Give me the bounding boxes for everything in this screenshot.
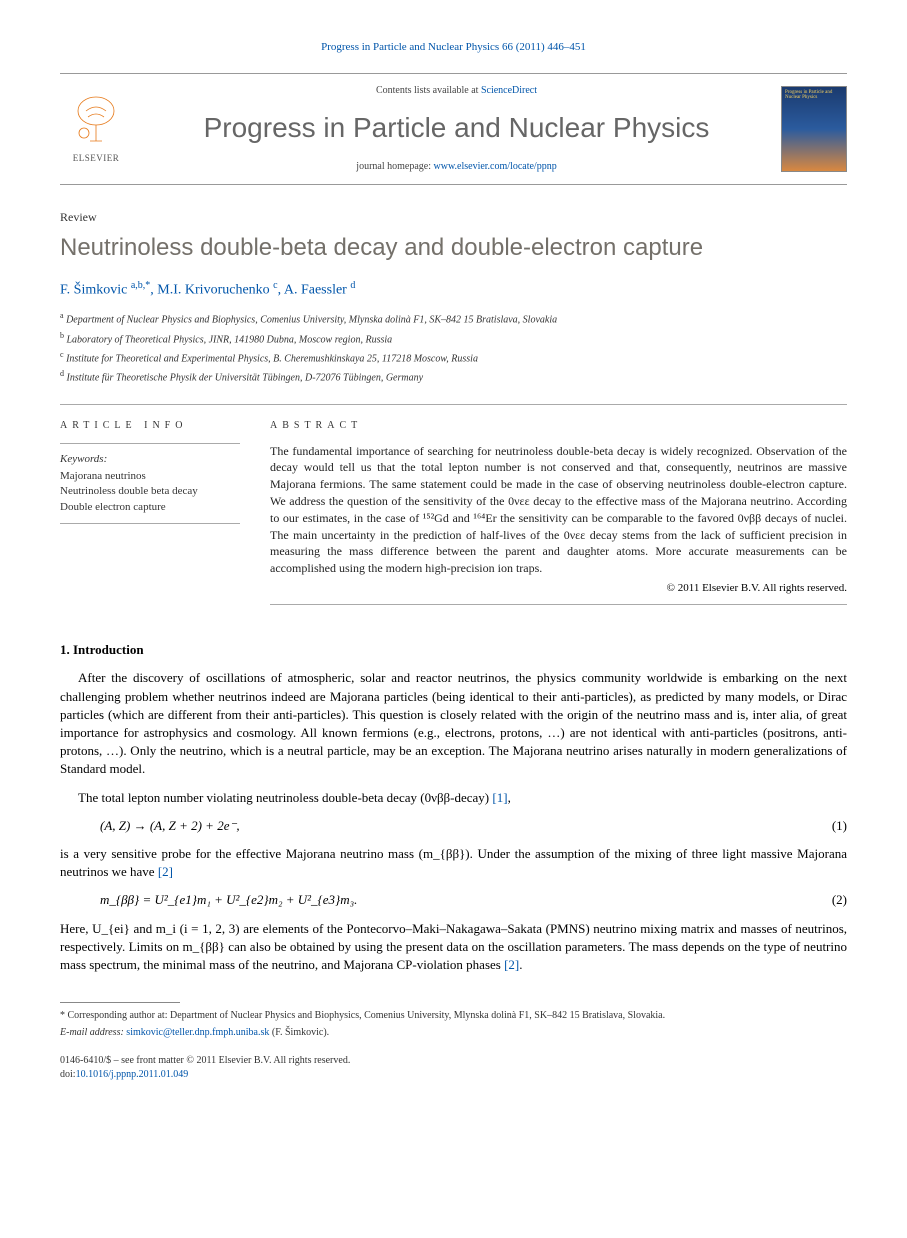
p3-pre: is a very sensitive probe for the effect…: [60, 846, 847, 879]
article-title: Neutrinoless double-beta decay and doubl…: [60, 231, 847, 265]
doi-link[interactable]: 10.1016/j.ppnp.2011.01.049: [76, 1069, 189, 1080]
keywords-label: Keywords:: [60, 452, 240, 467]
affiliation: c Institute for Theoretical and Experime…: [60, 349, 847, 366]
abstract-column: ABSTRACT The fundamental importance of s…: [270, 419, 847, 614]
homepage-prefix: journal homepage:: [356, 161, 433, 172]
article-info-column: ARTICLE INFO Keywords: Majorana neutrino…: [60, 419, 240, 614]
corresponding-author-footnote: * Corresponding author at: Department of…: [60, 1009, 847, 1023]
cover-title: Progress in Particle and Nuclear Physics: [785, 90, 843, 101]
equation-2: m_{ββ} = U²_{e1}m₁ + U²_{e2}m₂ + U²_{e3}…: [100, 891, 357, 909]
ref-2b[interactable]: [2]: [504, 957, 519, 972]
abstract-head: ABSTRACT: [270, 419, 847, 433]
doi-line: doi:10.1016/j.ppnp.2011.01.049: [60, 1068, 847, 1082]
equation-1-number: (1): [832, 817, 847, 835]
p2-pre: The total lepton number violating neutri…: [78, 790, 492, 805]
email-label: E-mail address:: [60, 1027, 126, 1038]
equation-2-number: (2): [832, 891, 847, 909]
intro-paragraph-2: The total lepton number violating neutri…: [60, 789, 847, 807]
authors: F. Šimkovic a,b,*, M.I. Krivoruchenko c,…: [60, 279, 847, 300]
ref-2a[interactable]: [2]: [158, 864, 173, 879]
affiliation: b Laboratory of Theoretical Physics, JIN…: [60, 330, 847, 347]
affiliation: a Department of Nuclear Physics and Biop…: [60, 310, 847, 327]
journal-cover-thumbnail: Progress in Particle and Nuclear Physics: [781, 86, 847, 172]
abstract-copyright: © 2011 Elsevier B.V. All rights reserved…: [270, 581, 847, 596]
keyword: Majorana neutrinos: [60, 469, 240, 484]
article-info-head: ARTICLE INFO: [60, 419, 240, 433]
keyword: Double electron capture: [60, 500, 240, 515]
journal-header: ELSEVIER Contents lists available at Sci…: [60, 73, 847, 184]
footnote-rule: [60, 1002, 180, 1003]
elsevier-logo: ELSEVIER: [60, 89, 132, 169]
contents-prefix: Contents lists available at: [376, 85, 481, 96]
front-matter-line: 0146-6410/$ – see front matter © 2011 El…: [60, 1054, 847, 1068]
intro-paragraph-4: Here, U_{ei} and m_i (i = 1, 2, 3) are e…: [60, 920, 847, 975]
info-divider-bottom: [60, 523, 240, 524]
elsevier-tree-icon: [70, 93, 122, 149]
equation-1: (A, Z) → (A, Z + 2) + 2e⁻,: [100, 817, 240, 835]
author-email-link[interactable]: simkovic@teller.dnp.fmph.uniba.sk: [126, 1027, 269, 1038]
article-type: Review: [60, 209, 847, 226]
info-abstract-row: ARTICLE INFO Keywords: Majorana neutrino…: [60, 404, 847, 614]
keyword: Neutrinoless double beta decay: [60, 484, 240, 499]
footer-block: 0146-6410/$ – see front matter © 2011 El…: [60, 1054, 847, 1082]
elsevier-brand-text: ELSEVIER: [73, 152, 120, 165]
affiliations: a Department of Nuclear Physics and Biop…: [60, 310, 847, 385]
p4-pre: Here, U_{ei} and m_i (i = 1, 2, 3) are e…: [60, 921, 847, 972]
p4-post: .: [519, 957, 522, 972]
journal-title: Progress in Particle and Nuclear Physics: [146, 108, 767, 147]
abstract-divider: [270, 604, 847, 605]
intro-paragraph-1: After the discovery of oscillations of a…: [60, 669, 847, 778]
email-person: (F. Šimkovic).: [269, 1027, 329, 1038]
contents-available-line: Contents lists available at ScienceDirec…: [146, 84, 767, 98]
email-footnote: E-mail address: simkovic@teller.dnp.fmph…: [60, 1026, 847, 1040]
homepage-link[interactable]: www.elsevier.com/locate/ppnp: [434, 161, 557, 172]
affiliation: d Institute für Theoretische Physik der …: [60, 368, 847, 385]
homepage-line: journal homepage: www.elsevier.com/locat…: [146, 160, 767, 174]
intro-paragraph-3: is a very sensitive probe for the effect…: [60, 845, 847, 881]
doi-label: doi:: [60, 1069, 76, 1080]
keywords-list: Majorana neutrinosNeutrinoless double be…: [60, 469, 240, 515]
p2-post: ,: [508, 790, 511, 805]
sciencedirect-link[interactable]: ScienceDirect: [481, 85, 537, 96]
abstract-text: The fundamental importance of searching …: [270, 443, 847, 577]
ref-1[interactable]: [1]: [492, 790, 507, 805]
equation-2-row: m_{ββ} = U²_{e1}m₁ + U²_{e2}m₂ + U²_{e3}…: [100, 891, 847, 909]
header-center: Contents lists available at ScienceDirec…: [146, 84, 767, 173]
section-1-head: 1. Introduction: [60, 641, 847, 659]
info-divider: [60, 443, 240, 444]
journal-reference: Progress in Particle and Nuclear Physics…: [60, 40, 847, 55]
equation-1-row: (A, Z) → (A, Z + 2) + 2e⁻, (1): [100, 817, 847, 835]
